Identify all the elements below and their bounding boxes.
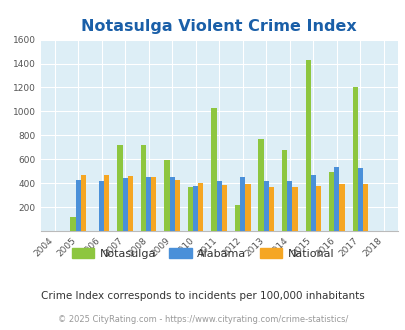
Bar bbox=[221, 185, 226, 231]
Bar bbox=[328, 172, 333, 231]
Text: Crime Index corresponds to incidents per 100,000 inhabitants: Crime Index corresponds to incidents per… bbox=[41, 291, 364, 301]
Bar bbox=[292, 187, 297, 231]
Bar bbox=[211, 108, 216, 231]
Title: Notasulga Violent Crime Index: Notasulga Violent Crime Index bbox=[81, 19, 356, 34]
Bar bbox=[117, 145, 122, 231]
Bar bbox=[234, 205, 240, 231]
Bar bbox=[362, 184, 367, 231]
Bar bbox=[240, 177, 245, 231]
Bar bbox=[245, 184, 250, 231]
Bar bbox=[70, 217, 75, 231]
Bar bbox=[104, 175, 109, 231]
Bar bbox=[268, 187, 273, 231]
Bar bbox=[352, 87, 357, 231]
Bar bbox=[164, 160, 169, 231]
Bar bbox=[188, 187, 193, 231]
Bar bbox=[75, 180, 81, 231]
Bar bbox=[286, 182, 292, 231]
Bar bbox=[305, 60, 310, 231]
Bar bbox=[198, 183, 203, 231]
Bar bbox=[310, 175, 315, 231]
Bar bbox=[315, 186, 320, 231]
Bar bbox=[193, 185, 198, 231]
Bar bbox=[333, 167, 339, 231]
Bar bbox=[141, 145, 146, 231]
Legend: Notasulga, Alabama, National: Notasulga, Alabama, National bbox=[67, 244, 338, 263]
Bar bbox=[339, 184, 344, 231]
Bar bbox=[175, 180, 179, 231]
Bar bbox=[169, 177, 175, 231]
Bar bbox=[216, 181, 221, 231]
Text: © 2025 CityRating.com - https://www.cityrating.com/crime-statistics/: © 2025 CityRating.com - https://www.city… bbox=[58, 315, 347, 324]
Bar bbox=[122, 178, 128, 231]
Bar bbox=[128, 176, 133, 231]
Bar bbox=[146, 177, 151, 231]
Bar bbox=[281, 150, 286, 231]
Bar bbox=[357, 168, 362, 231]
Bar bbox=[99, 181, 104, 231]
Bar bbox=[151, 177, 156, 231]
Bar bbox=[263, 181, 268, 231]
Bar bbox=[81, 175, 86, 231]
Bar bbox=[258, 139, 263, 231]
